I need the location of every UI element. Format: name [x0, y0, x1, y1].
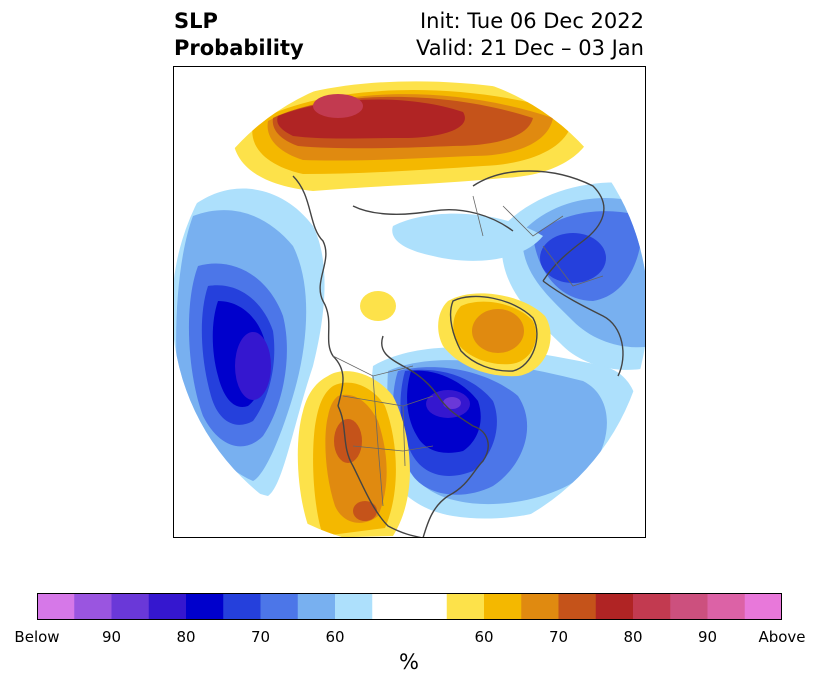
colorbar-cell — [707, 593, 746, 620]
colorbar-tick-label: 80 — [176, 628, 196, 646]
above-siberia-ridge — [232, 81, 595, 191]
colorbar-cell — [521, 593, 559, 620]
coastlines — [292, 170, 624, 538]
colorbar-cell — [484, 593, 522, 620]
colorbar-cell — [372, 593, 410, 620]
above-greenland — [438, 293, 551, 377]
below-eastern-canada-low — [371, 347, 639, 519]
colorbar-cell — [446, 593, 485, 620]
colorbar-tick-label: Above — [758, 628, 806, 646]
colorbar-cell — [744, 593, 782, 620]
colorbar-cell — [633, 593, 671, 620]
colorbar-tick-label: 70 — [548, 628, 569, 646]
colorbar-cell — [74, 593, 112, 620]
colorbar-tick-label: 70 — [250, 628, 271, 646]
probability-map — [173, 66, 646, 538]
title-line-1: SLP — [174, 9, 218, 33]
map-dates: Init: Tue 06 Dec 2022 Valid: 21 Dec – 03… — [416, 8, 644, 62]
below-north-pacific-low — [173, 188, 325, 496]
colorbar-cell — [186, 593, 224, 620]
colorbar-cell — [223, 593, 261, 620]
colorbar-cell — [260, 593, 299, 620]
borders — [332, 195, 604, 507]
colorbar-tick-label: Below — [14, 628, 60, 646]
colorbar-cell — [409, 593, 448, 620]
colorbar-unit: % — [399, 650, 419, 674]
colorbar-tick-label: 90 — [101, 628, 122, 646]
colorbar-tick-label: 60 — [474, 628, 494, 646]
colorbar-cell — [335, 593, 373, 620]
colorbar — [37, 593, 782, 620]
colorbar-cell — [111, 593, 150, 620]
init-date: Init: Tue 06 Dec 2022 — [419, 9, 644, 33]
colorbar-cell — [37, 593, 75, 620]
colorbar-cell — [595, 593, 634, 620]
above-western-north-america — [297, 371, 410, 538]
colorbar-tick-label: 90 — [697, 628, 718, 646]
valid-range: Valid: 21 Dec – 03 Jan — [415, 36, 644, 60]
colorbar-cell — [148, 593, 187, 620]
colorbar-cell — [558, 593, 597, 620]
above-arctic-small — [360, 291, 396, 321]
map-title: SLP Probability — [174, 8, 304, 62]
title-line-2: Probability — [174, 36, 304, 60]
colorbar-tick-label: 60 — [325, 628, 345, 646]
colorbar-cell — [297, 593, 336, 620]
colorbar-cell — [670, 593, 708, 620]
colorbar-tick-label: 80 — [623, 628, 643, 646]
below-europe-low — [501, 182, 646, 370]
